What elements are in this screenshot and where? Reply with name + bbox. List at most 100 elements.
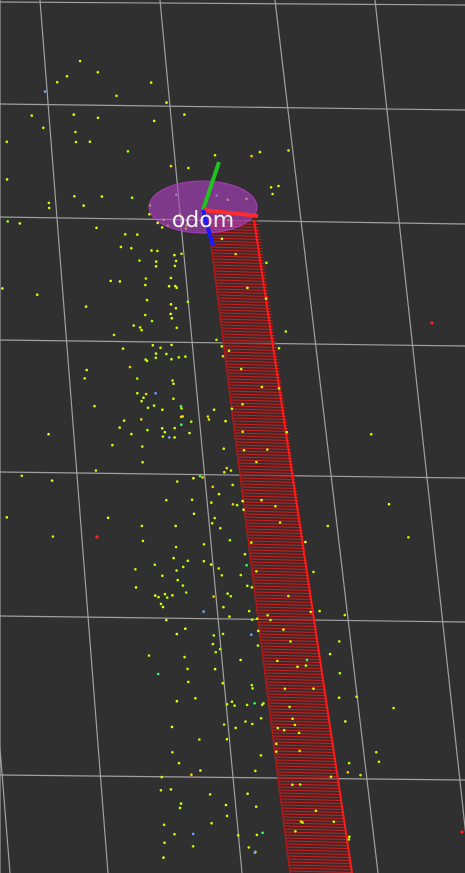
path-segment bbox=[213, 264, 265, 267]
cloud-point bbox=[211, 485, 215, 489]
cloud-point bbox=[220, 237, 224, 241]
cloud-point bbox=[169, 276, 173, 280]
cloud-point bbox=[141, 539, 145, 543]
cloud-point bbox=[208, 793, 212, 796]
cloud-point bbox=[309, 610, 313, 614]
cloud-point bbox=[184, 627, 187, 630]
cloud-point bbox=[141, 460, 144, 464]
cloud-point bbox=[174, 306, 178, 310]
cloud-point bbox=[144, 392, 148, 396]
path-segment bbox=[262, 657, 322, 660]
cloud-point bbox=[266, 448, 269, 451]
cloud-point bbox=[169, 303, 173, 306]
cloud-point bbox=[20, 474, 24, 478]
path-segment bbox=[249, 549, 306, 552]
cloud-point bbox=[259, 717, 263, 720]
cloud-point bbox=[122, 419, 126, 422]
cloud-point bbox=[199, 769, 202, 772]
path-segment bbox=[210, 243, 262, 246]
cloud-point bbox=[261, 831, 264, 835]
cloud-point bbox=[231, 503, 235, 506]
cloud-point bbox=[314, 809, 318, 813]
cloud-point bbox=[377, 760, 381, 764]
path-segment bbox=[249, 546, 306, 549]
path-segment bbox=[216, 288, 268, 291]
grid-line bbox=[0, 740, 11, 873]
cloud-point bbox=[225, 814, 229, 818]
path-segment bbox=[261, 648, 320, 651]
cloud-point bbox=[190, 773, 193, 776]
cloud-point bbox=[163, 430, 167, 434]
path-segment bbox=[245, 519, 302, 522]
path-segment bbox=[220, 321, 273, 324]
cloud-point bbox=[175, 286, 178, 290]
cloud-point bbox=[211, 642, 215, 646]
path-segment bbox=[223, 342, 276, 345]
path-segment bbox=[218, 303, 271, 306]
path-segment bbox=[258, 624, 317, 627]
cloud-point bbox=[118, 280, 122, 283]
path-segment bbox=[226, 369, 280, 372]
path-segment bbox=[270, 714, 330, 717]
path-segment bbox=[261, 642, 319, 645]
cloud-point bbox=[169, 164, 173, 168]
path-segment bbox=[252, 573, 309, 576]
path-segment bbox=[215, 282, 268, 285]
path-segment bbox=[229, 387, 283, 390]
cloud-point bbox=[159, 346, 162, 350]
cloud-point bbox=[250, 154, 253, 158]
odom-y-axis bbox=[201, 161, 221, 211]
path-segment bbox=[251, 564, 308, 567]
cloud-point bbox=[283, 687, 287, 691]
path-segment bbox=[210, 237, 261, 240]
cloud-point bbox=[186, 300, 190, 304]
path-segment bbox=[256, 609, 315, 612]
path-segment bbox=[263, 660, 322, 663]
cloud-point-outlier bbox=[430, 321, 434, 325]
cloud-point bbox=[277, 387, 281, 390]
cloud-point bbox=[180, 252, 183, 256]
path-segment bbox=[246, 528, 303, 531]
cloud-point bbox=[128, 365, 132, 369]
path-segment bbox=[243, 501, 299, 504]
cloud-point bbox=[184, 591, 188, 594]
path-segment bbox=[250, 558, 307, 561]
path-segment bbox=[221, 324, 274, 327]
cloud-point bbox=[250, 541, 253, 544]
cloud-point-outlier bbox=[95, 535, 99, 539]
path-segment bbox=[278, 783, 340, 786]
cloud-point bbox=[144, 277, 148, 280]
cloud-point bbox=[160, 427, 164, 430]
path-segment bbox=[241, 483, 297, 486]
cloud-point bbox=[78, 59, 82, 63]
path-segment bbox=[244, 510, 300, 513]
path-segment bbox=[283, 822, 345, 825]
path-segment bbox=[232, 414, 287, 417]
path-segment bbox=[245, 516, 301, 519]
path-segment bbox=[215, 279, 267, 282]
path-segment bbox=[217, 294, 269, 297]
cloud-point bbox=[253, 702, 256, 705]
cloud-point bbox=[201, 476, 204, 479]
cloud-point bbox=[254, 769, 257, 773]
cloud-point bbox=[220, 345, 224, 348]
path-segment bbox=[273, 744, 334, 747]
cloud-point bbox=[134, 586, 138, 589]
cloud-point bbox=[159, 789, 163, 792]
cloud-point bbox=[287, 149, 290, 152]
cloud-point bbox=[253, 851, 257, 854]
cloud-point bbox=[332, 820, 336, 823]
path-segment bbox=[262, 654, 321, 657]
path-segment bbox=[267, 690, 326, 693]
cloud-point bbox=[212, 408, 216, 412]
cloud-point bbox=[170, 357, 173, 361]
cloud-point bbox=[269, 186, 273, 189]
cloud-point bbox=[145, 298, 149, 302]
path-segment bbox=[222, 336, 275, 339]
path-segment bbox=[212, 255, 264, 258]
cloud-point bbox=[171, 379, 174, 382]
cloud-point bbox=[245, 703, 249, 707]
cloud-point bbox=[153, 563, 157, 566]
